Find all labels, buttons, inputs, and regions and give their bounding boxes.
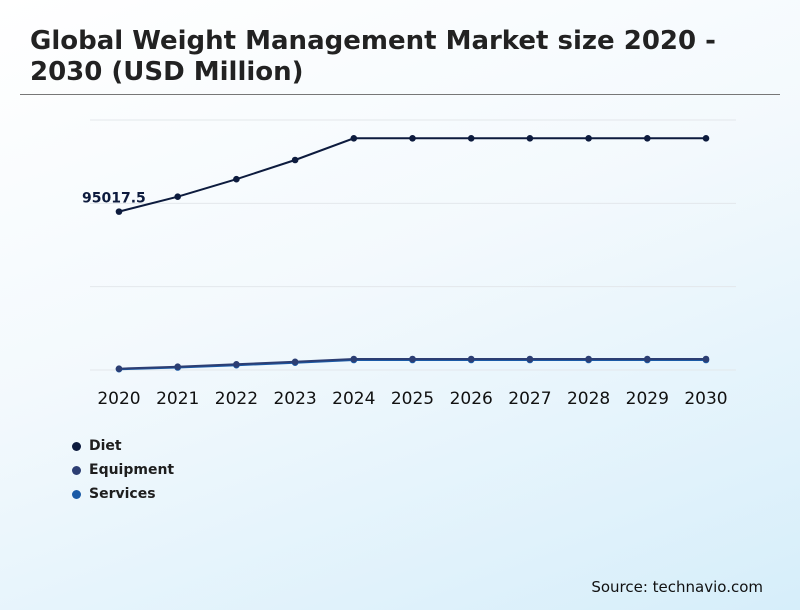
legend-marker [72,489,81,499]
x-tick-label: 2023 [273,389,316,409]
data-point-diet [644,135,651,142]
line-chart: 95017.5 2020 2021 2022 2023 2024 2025 2026 2027… [82,119,736,409]
x-tick-label: 2022 [215,389,258,409]
legend-marker [72,441,81,451]
x-tick-label: 2029 [626,389,669,409]
data-label: 95017.5 [82,191,146,207]
legend-item: Diet [72,434,174,458]
data-point-equipment [526,355,534,363]
legend-label: Diet [89,438,122,454]
data-point-equipment [233,361,240,368]
data-point-diet [409,135,416,142]
series-line-diet [118,137,706,213]
legend-item: Equipment [72,458,174,482]
chart-title: Global Weight Management Market size 202… [30,26,716,87]
data-point-equipment [467,355,475,363]
legend-label: Services [89,486,156,502]
legend-label: Equipment [89,462,175,478]
legend-item: Services [72,482,174,506]
legend-marker [72,465,81,475]
x-tick-label: 2025 [391,389,434,409]
data-point-diet [526,135,534,142]
series-points [115,135,710,373]
title-divider [20,94,780,95]
data-point-diet [350,135,358,142]
data-point-equipment [702,355,710,363]
data-point-equipment [115,365,123,372]
x-tick-label: 2021 [156,389,199,409]
data-point-diet [233,175,240,183]
data-point-equipment [291,358,299,366]
x-tick-label: 2030 [684,389,727,409]
data-point-equipment [585,355,592,363]
x-tick-label: 2028 [567,389,610,409]
x-tick-label: 2020 [97,389,140,409]
data-point-diet [585,135,592,142]
data-point-equipment [174,363,181,370]
gridlines [90,119,736,371]
data-point-diet [467,135,475,142]
x-axis-ticks: 2020 2021 2022 2023 2024 2025 2026 2027 2028 2029… [97,389,727,409]
x-tick-label: 2026 [450,389,493,409]
source-note: Source: technavio.com [591,578,763,596]
data-point-diet [115,208,123,215]
series-lines [118,137,706,371]
data-labels: 95017.5 [82,191,146,207]
data-point-diet [702,135,710,142]
data-point-diet [291,156,299,164]
data-point-equipment [409,355,416,363]
legend: Diet Equipment Services [72,434,174,506]
x-tick-label: 2024 [332,389,375,409]
data-point-equipment [644,355,651,363]
x-tick-label: 2027 [508,389,551,409]
data-point-equipment [350,355,358,363]
data-point-diet [174,193,181,200]
